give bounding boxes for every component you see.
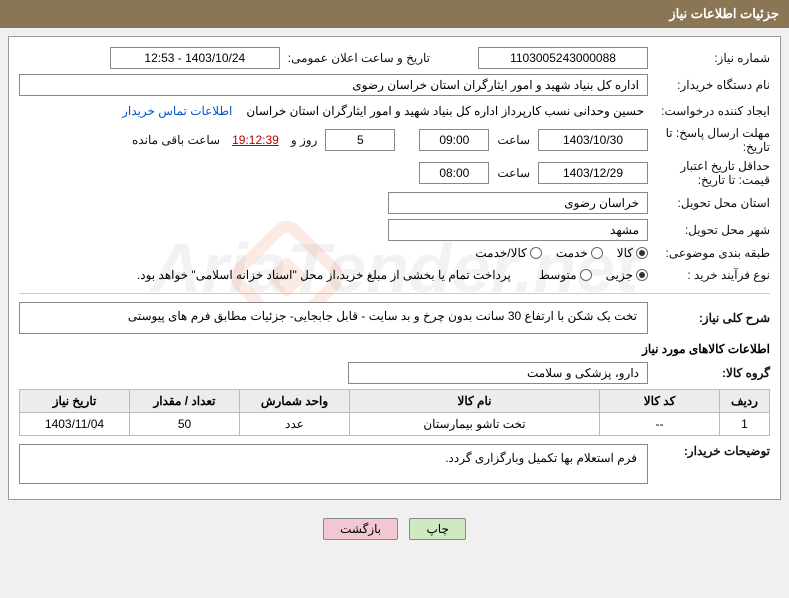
label-time-2: ساعت bbox=[493, 166, 534, 180]
radio-goods[interactable]: کالا bbox=[617, 246, 648, 260]
page-title: جزئیات اطلاعات نیاز bbox=[669, 6, 779, 21]
buyer-contact-link[interactable]: اطلاعات تماس خریدار bbox=[116, 104, 238, 118]
label-province: استان محل تحویل: bbox=[652, 196, 770, 210]
details-panel: AriaTender.net شماره نیاز: 1103005243000… bbox=[8, 36, 781, 500]
label-deadline: مهلت ارسال پاسخ: تا تاریخ: bbox=[652, 126, 770, 154]
td-idx: 1 bbox=[720, 413, 770, 436]
radio-service[interactable]: خدمت bbox=[556, 246, 603, 260]
value-group: دارو، پزشکی و سلامت bbox=[348, 362, 648, 384]
label-description: شرح کلی نیاز: bbox=[652, 311, 770, 325]
row-buyer-note: توضیحات خریدار: فرم استعلام بها تکمیل وب… bbox=[19, 444, 770, 484]
value-deadline-date: 1403/10/30 bbox=[538, 129, 648, 151]
process-radio-group: جزیی متوسط bbox=[539, 268, 648, 282]
value-need-no: 1103005243000088 bbox=[478, 47, 648, 69]
th-date: تاریخ نیاز bbox=[20, 390, 130, 413]
radio-both[interactable]: کالا/خدمت bbox=[475, 246, 541, 260]
radio-dot-icon bbox=[591, 247, 603, 259]
value-validity-time: 08:00 bbox=[419, 162, 489, 184]
td-unit: عدد bbox=[240, 413, 350, 436]
label-remain: ساعت باقی مانده bbox=[128, 133, 224, 147]
row-province: استان محل تحویل: خراسان رضوی bbox=[19, 192, 770, 214]
label-city: شهر محل تحویل: bbox=[652, 223, 770, 237]
radio-both-label: کالا/خدمت bbox=[475, 246, 526, 260]
label-category: طبقه بندی موضوعی: bbox=[652, 246, 770, 260]
radio-medium-label: متوسط bbox=[539, 268, 577, 282]
label-need-no: شماره نیاز: bbox=[652, 51, 770, 65]
th-code: کد کالا bbox=[600, 390, 720, 413]
table-row: 1 -- تخت تاشو بیمارستان عدد 50 1403/11/0… bbox=[20, 413, 770, 436]
th-unit: واحد شمارش bbox=[240, 390, 350, 413]
radio-dot-icon bbox=[636, 247, 648, 259]
value-province: خراسان رضوی bbox=[388, 192, 648, 214]
label-requester: ایجاد کننده درخواست: bbox=[652, 104, 770, 118]
row-validity: حداقل تاریخ اعتبار قیمت: تا تاریخ: 1403/… bbox=[19, 159, 770, 187]
td-name: تخت تاشو بیمارستان bbox=[350, 413, 600, 436]
th-qty: تعداد / مقدار bbox=[130, 390, 240, 413]
label-group: گروه کالا: bbox=[652, 366, 770, 380]
radio-service-label: خدمت bbox=[556, 246, 588, 260]
table-header-row: ردیف کد کالا نام کالا واحد شمارش تعداد /… bbox=[20, 390, 770, 413]
value-days: 5 bbox=[325, 129, 395, 151]
value-buyer-org: اداره کل بنیاد شهید و امور ایثارگران است… bbox=[19, 74, 648, 96]
row-city: شهر محل تحویل: مشهد bbox=[19, 219, 770, 241]
row-need-number: شماره نیاز: 1103005243000088 تاریخ و ساع… bbox=[19, 47, 770, 69]
value-buyer-note: فرم استعلام بها تکمیل وبارگزاری گردد. bbox=[19, 444, 648, 484]
radio-partial-label: جزیی bbox=[606, 268, 633, 282]
label-buyer-org: نام دستگاه خریدار: bbox=[652, 78, 770, 92]
radio-dot-icon bbox=[530, 247, 542, 259]
radio-dot-icon bbox=[580, 269, 592, 281]
footer-buttons: چاپ بازگشت bbox=[0, 508, 789, 554]
row-buyer-org: نام دستگاه خریدار: اداره کل بنیاد شهید و… bbox=[19, 74, 770, 96]
radio-partial[interactable]: جزیی bbox=[606, 268, 648, 282]
back-button[interactable]: بازگشت bbox=[323, 518, 398, 540]
td-code: -- bbox=[600, 413, 720, 436]
row-deadline: مهلت ارسال پاسخ: تا تاریخ: 1403/10/30 سا… bbox=[19, 126, 770, 154]
td-qty: 50 bbox=[130, 413, 240, 436]
value-city: مشهد bbox=[388, 219, 648, 241]
value-deadline-time: 09:00 bbox=[419, 129, 489, 151]
value-validity-date: 1403/12/29 bbox=[538, 162, 648, 184]
label-announce: تاریخ و ساعت اعلان عمومی: bbox=[284, 51, 434, 65]
row-description: شرح کلی نیاز: تخت یک شکن با ارتفاع 30 سا… bbox=[19, 302, 770, 334]
label-validity: حداقل تاریخ اعتبار قیمت: تا تاریخ: bbox=[652, 159, 770, 187]
value-requester: حسین وحدانی نسب کارپرداز اداره کل بنیاد … bbox=[242, 101, 648, 121]
label-time-1: ساعت bbox=[493, 133, 534, 147]
goods-table: ردیف کد کالا نام کالا واحد شمارش تعداد /… bbox=[19, 389, 770, 436]
value-announce: 1403/10/24 - 12:53 bbox=[110, 47, 280, 69]
divider bbox=[19, 293, 770, 294]
process-note: پرداخت تمام یا بخشی از مبلغ خرید،از محل … bbox=[133, 265, 515, 285]
value-countdown: 19:12:39 bbox=[228, 130, 283, 150]
page-header: جزئیات اطلاعات نیاز bbox=[0, 0, 789, 28]
th-name: نام کالا bbox=[350, 390, 600, 413]
td-date: 1403/11/04 bbox=[20, 413, 130, 436]
print-button[interactable]: چاپ bbox=[409, 518, 465, 540]
row-requester: ایجاد کننده درخواست: حسین وحدانی نسب کار… bbox=[19, 101, 770, 121]
category-radio-group: کالا خدمت کالا/خدمت bbox=[475, 246, 648, 260]
radio-medium[interactable]: متوسط bbox=[539, 268, 592, 282]
goods-section-title: اطلاعات کالاهای مورد نیاز bbox=[19, 342, 770, 356]
label-buyer-note: توضیحات خریدار: bbox=[652, 444, 770, 458]
label-process: نوع فرآیند خرید : bbox=[652, 268, 770, 282]
value-description: تخت یک شکن با ارتفاع 30 سانت بدون چرخ و … bbox=[19, 302, 648, 334]
row-process: نوع فرآیند خرید : جزیی متوسط پرداخت تمام… bbox=[19, 265, 770, 285]
row-category: طبقه بندی موضوعی: کالا خدمت کالا/خدمت bbox=[19, 246, 770, 260]
th-row: ردیف bbox=[720, 390, 770, 413]
label-days: روز و bbox=[287, 133, 322, 147]
row-group: گروه کالا: دارو، پزشکی و سلامت bbox=[19, 362, 770, 384]
radio-goods-label: کالا bbox=[617, 246, 633, 260]
radio-dot-icon bbox=[636, 269, 648, 281]
